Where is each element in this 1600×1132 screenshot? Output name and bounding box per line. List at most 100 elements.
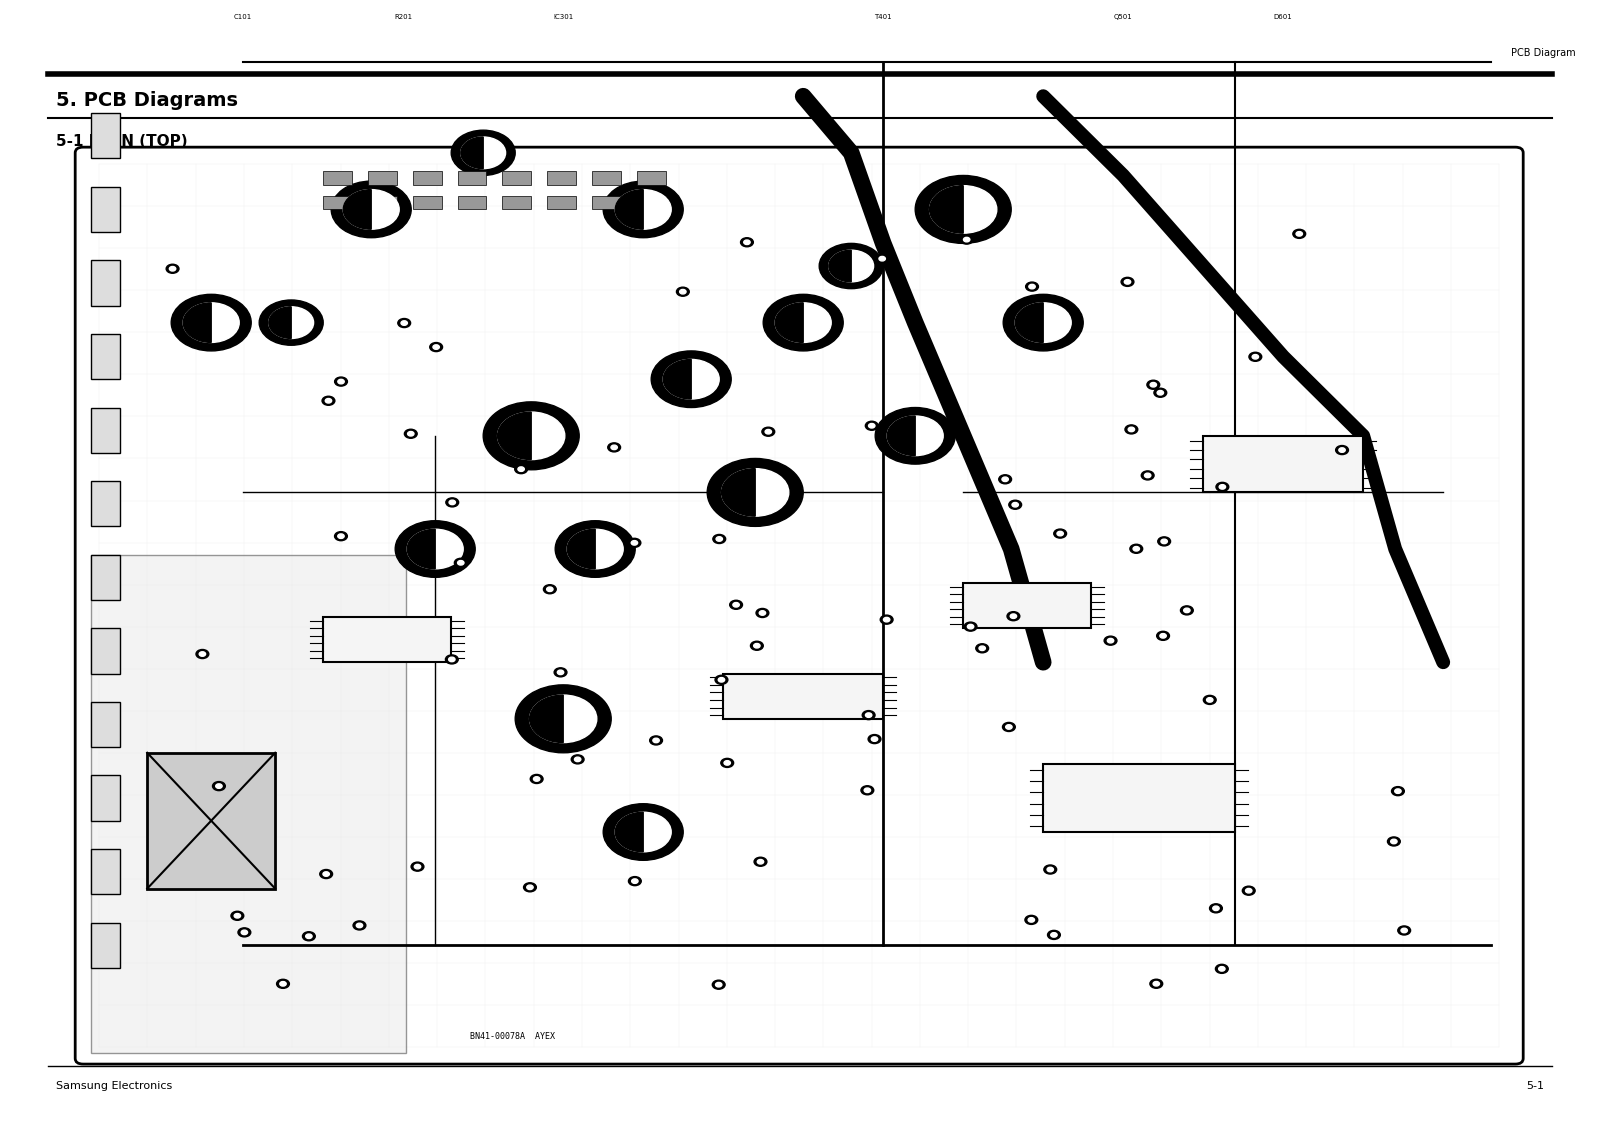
Wedge shape — [530, 695, 563, 743]
Bar — [368, 196, 397, 209]
Bar — [91, 555, 406, 1053]
Circle shape — [750, 641, 763, 650]
Circle shape — [451, 130, 515, 175]
Circle shape — [776, 302, 832, 342]
Circle shape — [323, 872, 330, 876]
Circle shape — [1387, 837, 1400, 846]
Circle shape — [1392, 787, 1405, 796]
Wedge shape — [930, 186, 963, 233]
Circle shape — [518, 466, 525, 471]
Bar — [592, 171, 621, 185]
Circle shape — [1058, 531, 1064, 535]
Bar — [637, 196, 666, 209]
Circle shape — [632, 541, 638, 546]
Circle shape — [1398, 926, 1411, 935]
Circle shape — [557, 670, 563, 675]
Circle shape — [1245, 889, 1251, 893]
Circle shape — [614, 813, 672, 851]
Circle shape — [269, 307, 314, 338]
Bar — [723, 674, 883, 719]
Circle shape — [886, 417, 944, 455]
Circle shape — [430, 343, 443, 352]
Circle shape — [715, 983, 722, 987]
Bar — [91, 849, 120, 894]
Circle shape — [1014, 302, 1072, 342]
Circle shape — [651, 351, 731, 408]
Circle shape — [1029, 284, 1035, 289]
Circle shape — [1181, 606, 1194, 615]
Circle shape — [965, 623, 978, 632]
Circle shape — [411, 863, 424, 872]
Circle shape — [765, 429, 771, 434]
Circle shape — [405, 429, 418, 438]
Bar — [963, 583, 1091, 628]
Circle shape — [733, 602, 739, 607]
Wedge shape — [774, 302, 803, 342]
Circle shape — [1054, 529, 1067, 538]
Circle shape — [754, 643, 760, 648]
Circle shape — [1293, 230, 1306, 239]
Wedge shape — [566, 530, 595, 569]
Circle shape — [1128, 427, 1134, 431]
Circle shape — [1147, 380, 1160, 389]
Circle shape — [1157, 632, 1170, 641]
Circle shape — [1242, 886, 1254, 895]
Circle shape — [875, 255, 888, 264]
Circle shape — [1048, 931, 1061, 940]
Circle shape — [523, 883, 536, 892]
Circle shape — [869, 423, 875, 428]
Wedge shape — [829, 250, 851, 282]
Circle shape — [454, 558, 467, 567]
Circle shape — [555, 521, 635, 577]
Circle shape — [408, 530, 464, 568]
Bar — [413, 171, 442, 185]
Circle shape — [1390, 839, 1397, 843]
Circle shape — [1010, 614, 1016, 618]
Circle shape — [715, 676, 728, 685]
Circle shape — [664, 360, 720, 398]
Circle shape — [498, 412, 565, 460]
Circle shape — [819, 243, 883, 289]
Text: R201: R201 — [394, 14, 413, 20]
Circle shape — [1013, 503, 1019, 507]
Bar — [91, 702, 120, 747]
Circle shape — [1154, 981, 1160, 986]
Circle shape — [334, 532, 347, 541]
Circle shape — [1104, 636, 1117, 645]
Circle shape — [603, 181, 683, 238]
Circle shape — [1296, 232, 1302, 237]
Circle shape — [829, 250, 874, 282]
Circle shape — [1130, 544, 1142, 554]
Circle shape — [963, 238, 970, 242]
Circle shape — [1206, 697, 1213, 702]
Circle shape — [325, 398, 331, 403]
Circle shape — [1029, 918, 1035, 923]
Text: D601: D601 — [1274, 14, 1293, 20]
Circle shape — [744, 240, 750, 245]
Bar — [502, 171, 531, 185]
Circle shape — [483, 402, 579, 470]
Circle shape — [277, 979, 290, 988]
Circle shape — [866, 713, 872, 718]
Bar — [547, 196, 576, 209]
Wedge shape — [461, 137, 483, 169]
Circle shape — [357, 924, 363, 928]
Circle shape — [402, 320, 408, 325]
Circle shape — [213, 781, 226, 790]
Circle shape — [1026, 282, 1038, 291]
Circle shape — [754, 857, 766, 866]
Bar — [458, 196, 486, 209]
Text: 5-1 MAIN (TOP): 5-1 MAIN (TOP) — [56, 134, 187, 148]
Circle shape — [533, 777, 539, 781]
Circle shape — [354, 921, 366, 931]
Circle shape — [763, 294, 843, 351]
Bar — [91, 923, 120, 968]
Circle shape — [680, 290, 686, 294]
Circle shape — [200, 652, 206, 657]
Circle shape — [446, 498, 459, 507]
Wedge shape — [184, 302, 211, 342]
Text: T401: T401 — [874, 14, 893, 20]
Circle shape — [1203, 695, 1216, 704]
Bar — [91, 408, 120, 453]
Bar — [91, 113, 120, 158]
